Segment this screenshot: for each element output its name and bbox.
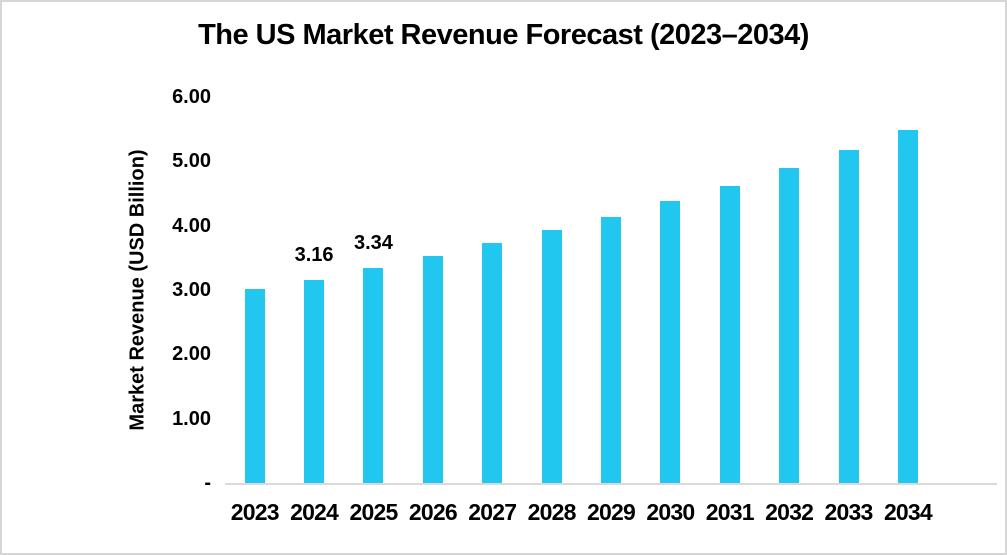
x-axis-line xyxy=(225,483,997,485)
bar-2025 xyxy=(363,268,384,483)
x-tick-label-2032: 2032 xyxy=(765,499,814,525)
y-tick-label: 3.00 xyxy=(172,279,211,301)
bar-value-label-2024: 3.16 xyxy=(294,243,334,266)
bar-2028 xyxy=(541,230,562,483)
y-tick-label: 2.00 xyxy=(172,343,211,366)
bar-2031 xyxy=(719,185,740,483)
plot-area: 6.00 5.00 4.00 3.00 2.00 1.00 -2023 3.16 2024 3.3… xyxy=(172,86,997,525)
bar-value-label-2025: 3.34 xyxy=(353,232,393,255)
bar-2030 xyxy=(660,201,681,483)
y-tick-label: 6.00 xyxy=(172,86,211,108)
y-tick-label: 4.00 xyxy=(172,214,211,237)
bar-2029 xyxy=(601,216,621,483)
bar-2024 xyxy=(304,279,325,483)
x-tick-label-2030: 2030 xyxy=(646,499,695,525)
bar-2026 xyxy=(422,255,443,483)
bar-2023 xyxy=(244,289,265,483)
x-tick-label-2026: 2026 xyxy=(408,499,458,525)
x-tick-label-2024: 2024 xyxy=(290,499,339,525)
bar-2032 xyxy=(779,168,800,483)
x-tick-label-2027: 2027 xyxy=(468,499,517,525)
x-tick-label-2031: 2031 xyxy=(705,499,755,525)
x-tick-label-2025: 2025 xyxy=(349,499,398,525)
y-tick-label: - xyxy=(204,472,211,494)
y-tick-label: 5.00 xyxy=(172,150,211,173)
x-tick-label-2029: 2029 xyxy=(587,499,636,525)
chart-title: The US Market Revenue Forecast (2023–203… xyxy=(198,19,809,51)
y-tick-label: 1.00 xyxy=(172,407,211,430)
bar-2033 xyxy=(838,149,859,483)
bar-2027 xyxy=(482,243,503,483)
bar-2034 xyxy=(897,129,918,483)
x-tick-label-2023: 2023 xyxy=(230,499,280,525)
x-tick-label-2034: 2034 xyxy=(883,499,933,525)
x-tick-label-2033: 2033 xyxy=(824,499,874,525)
x-tick-label-2028: 2028 xyxy=(527,499,577,525)
